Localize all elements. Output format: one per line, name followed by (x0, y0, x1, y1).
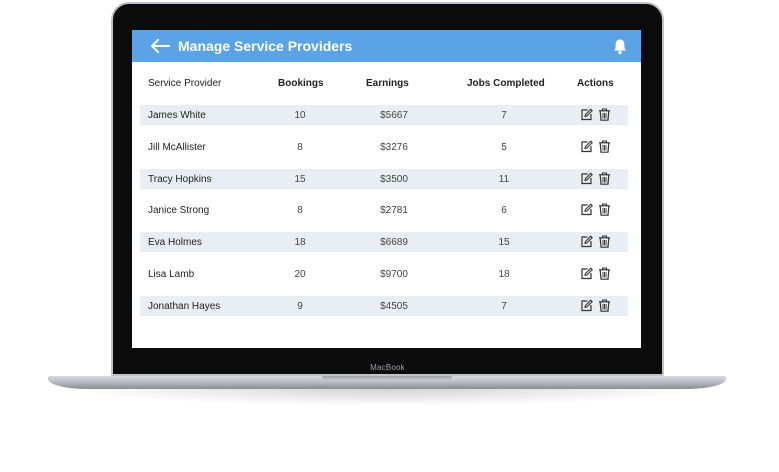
table-header: Service Provider Bookings Earnings Jobs … (140, 72, 628, 96)
bookings-value: 10 (294, 110, 306, 121)
trash-icon[interactable] (598, 299, 611, 312)
jobs-completed-value: 11 (498, 173, 510, 185)
jobs-completed-value: 7 (501, 110, 507, 121)
trash-icon[interactable] (598, 108, 611, 121)
provider-name: Jill McAllister (148, 141, 206, 153)
bookings-value: 15 (294, 173, 306, 185)
page-title: Manage Service Providers (178, 38, 353, 54)
jobs-completed-value: 6 (501, 205, 507, 217)
row-actions (580, 203, 614, 217)
app-header: Manage Service Providers (132, 30, 641, 62)
arrow-left-icon[interactable] (150, 39, 170, 53)
jobs-completed-value: 15 (498, 237, 510, 249)
table-row: Eva Holmes 18 $6689 15 (140, 232, 628, 253)
jobs-completed-value: 5 (501, 141, 507, 153)
table-row: James White 10 $5667 7 (140, 105, 628, 125)
provider-name: Jonathan Hayes (148, 300, 221, 312)
earnings-value: $5667 (380, 110, 408, 121)
table-row: Lisa Lamb 20 $9700 18 (140, 264, 628, 284)
provider-name: Tracy Hopkins (148, 173, 212, 185)
bell-icon[interactable] (612, 38, 628, 55)
column-header-jobs-completed: Jobs Completed (467, 78, 545, 89)
column-header-actions: Actions (577, 78, 614, 89)
provider-name: Lisa Lamb (148, 269, 195, 280)
bookings-value: 18 (294, 237, 306, 249)
earnings-value: $4505 (380, 300, 408, 312)
column-header-service-provider: Service Provider (148, 78, 222, 89)
edit-icon[interactable] (580, 172, 593, 185)
row-actions (580, 108, 614, 122)
row-actions (580, 267, 614, 281)
earnings-value: $9700 (380, 269, 408, 280)
trash-icon[interactable] (598, 235, 611, 248)
edit-icon[interactable] (580, 140, 593, 153)
table-row: Jill McAllister 8 $3276 5 (140, 137, 628, 157)
edit-icon[interactable] (580, 235, 593, 248)
laptop-shadow (60, 388, 715, 406)
jobs-completed-value: 18 (498, 269, 510, 280)
earnings-value: $3276 (380, 141, 408, 153)
earnings-value: $3500 (380, 173, 408, 185)
bookings-value: 8 (297, 141, 303, 153)
laptop-brand-label: MacBook (370, 363, 405, 372)
provider-name: Eva Holmes (148, 237, 202, 249)
bookings-value: 20 (294, 269, 306, 280)
bookings-value: 8 (297, 205, 303, 217)
trash-icon[interactable] (598, 172, 611, 185)
bookings-value: 9 (297, 300, 303, 312)
edit-icon[interactable] (580, 108, 593, 121)
row-actions (580, 299, 614, 313)
provider-name: James White (148, 110, 206, 121)
edit-icon[interactable] (580, 267, 593, 280)
trash-icon[interactable] (598, 267, 611, 280)
row-actions (580, 235, 614, 249)
jobs-completed-value: 7 (501, 300, 507, 312)
table-row: Tracy Hopkins 15 $3500 11 (140, 168, 628, 189)
provider-name: Janice Strong (148, 205, 210, 217)
table-row: Janice Strong 8 $2781 6 (140, 200, 628, 220)
earnings-value: $6689 (380, 237, 408, 249)
column-header-bookings: Bookings (278, 78, 324, 89)
edit-icon[interactable] (580, 203, 593, 216)
edit-icon[interactable] (580, 299, 593, 312)
earnings-value: $2781 (380, 205, 408, 217)
row-actions (580, 140, 614, 154)
trash-icon[interactable] (598, 140, 611, 153)
laptop-notch (322, 376, 452, 381)
row-actions (580, 172, 614, 186)
column-header-earnings: Earnings (366, 78, 409, 89)
trash-icon[interactable] (598, 203, 611, 217)
app-screen: Manage Service Providers Service Provide… (132, 30, 641, 348)
laptop-base (48, 376, 726, 389)
table-row: Jonathan Hayes 9 $4505 7 (140, 295, 628, 316)
